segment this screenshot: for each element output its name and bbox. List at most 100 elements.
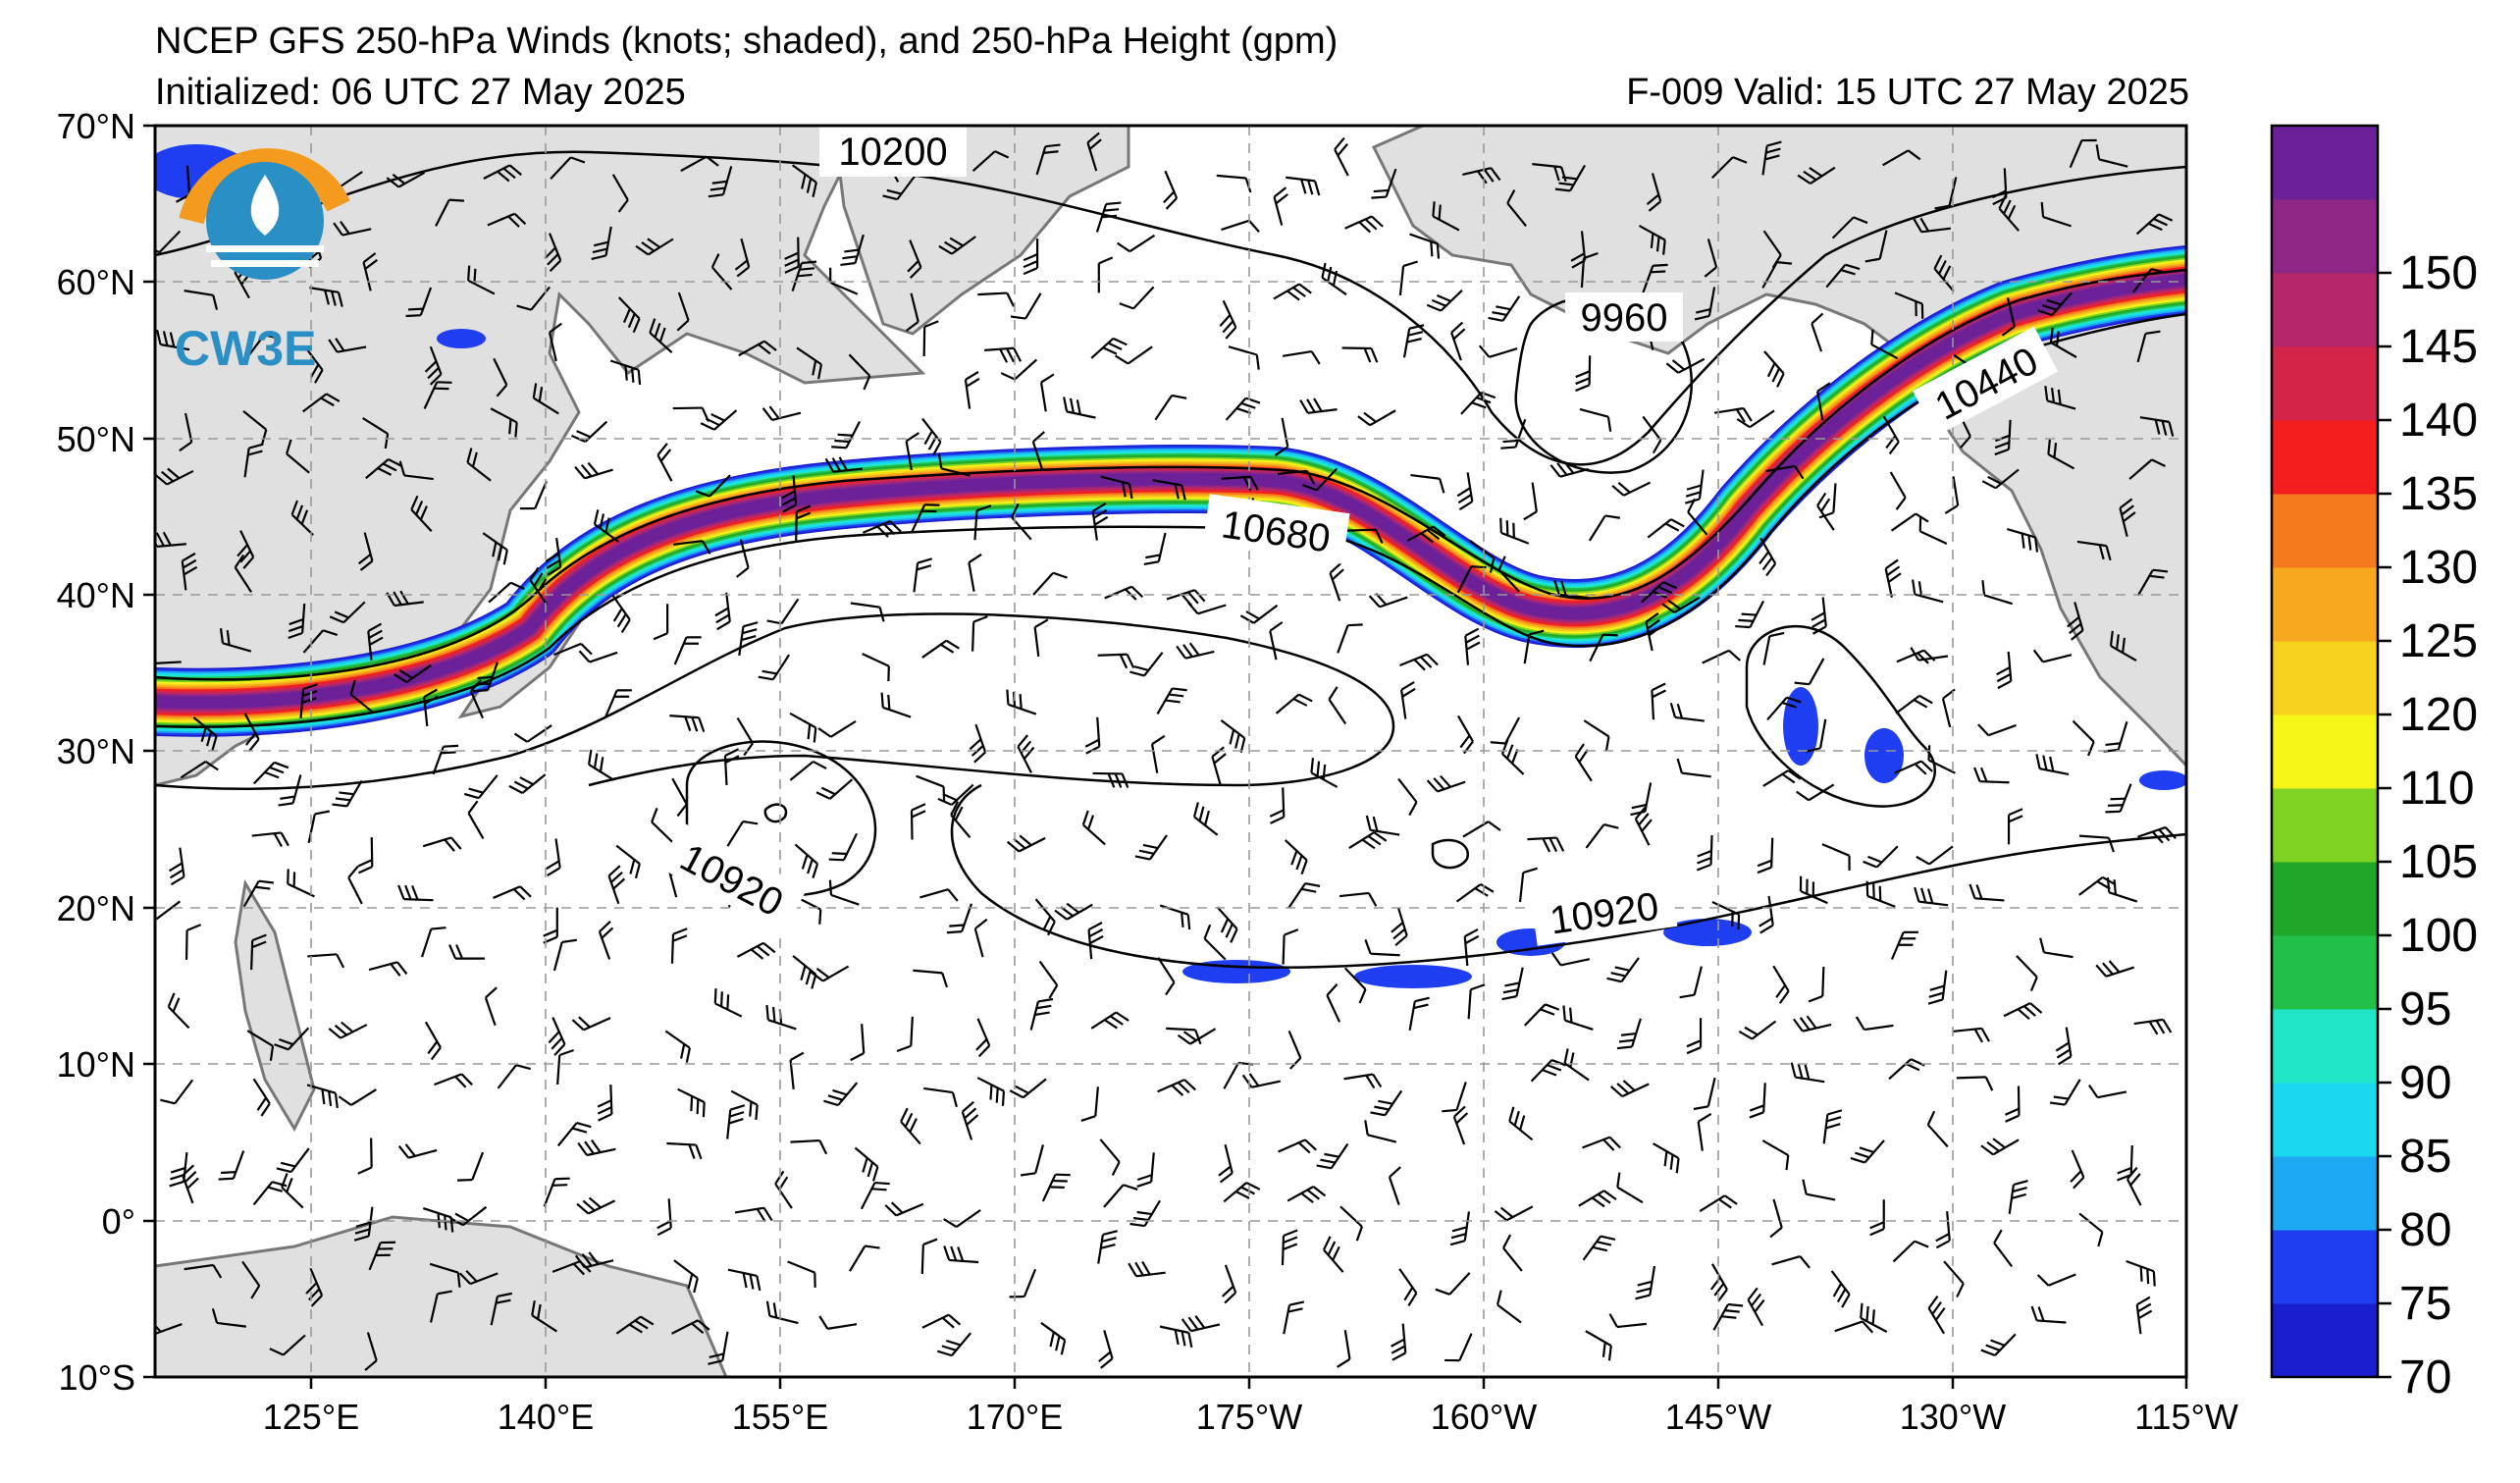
lat-label-10s: 10°S — [59, 1357, 135, 1398]
wind-barb — [1684, 469, 1705, 504]
wind-barb — [1762, 769, 1802, 787]
wind-barb — [789, 760, 827, 781]
wind-barb — [357, 837, 374, 874]
wind-barb — [1910, 647, 1949, 662]
land-north-america — [1371, 126, 2186, 768]
wind-barb — [723, 748, 740, 786]
wind-barb — [155, 900, 182, 921]
wind-barb — [1087, 922, 1104, 960]
wind-barb — [1799, 875, 1828, 905]
colorbar-swatch — [2272, 862, 2378, 936]
wind-barb — [1449, 1211, 1471, 1246]
wind-barb — [1969, 883, 2005, 902]
wind-barb — [880, 692, 912, 718]
wind-barb — [1934, 177, 1958, 210]
wind-barb — [1927, 970, 1948, 1005]
wind-barb — [1321, 262, 1347, 296]
wind-barb — [556, 1122, 592, 1147]
wind-barb — [531, 1300, 557, 1333]
wind-barb — [362, 252, 378, 291]
wind-barb — [577, 1139, 616, 1157]
wind-barb — [1702, 649, 1742, 664]
wind-barb — [1157, 1079, 1196, 1096]
wind-barb — [1336, 1330, 1351, 1368]
wind-barb — [666, 1141, 703, 1160]
wind-barb — [1869, 1199, 1885, 1237]
wind-barb — [1143, 532, 1167, 566]
wind-barb — [484, 986, 498, 1027]
lat-label-40n: 40°N — [57, 575, 135, 615]
wind-barb — [1211, 746, 1227, 786]
logo-stripe-1 — [206, 245, 324, 252]
wind-barb — [1549, 460, 1590, 478]
wind-barb — [423, 688, 439, 726]
wind-barb — [303, 345, 324, 384]
lon-label-160w: 160°W — [1431, 1397, 1537, 1437]
wind-barb — [860, 1181, 890, 1210]
wind-barb — [1712, 1302, 1744, 1331]
wind-barb — [2105, 783, 2132, 814]
wind-barb — [242, 410, 268, 445]
wind-barb — [211, 1308, 247, 1328]
wind-barb — [795, 504, 812, 542]
wind-barb — [2036, 1273, 2076, 1287]
wind-barb — [1157, 957, 1176, 996]
wind-barb — [734, 1206, 773, 1223]
wind-barb — [1221, 1264, 1237, 1304]
wind-barb — [913, 969, 949, 988]
wind-barb — [1399, 653, 1439, 671]
wind-barb — [1761, 1139, 1790, 1171]
wind-barb — [1981, 580, 2014, 606]
wind-barb — [1090, 1011, 1129, 1030]
wind-barb — [1462, 167, 1501, 185]
init-time: Initialized: 06 UTC 27 May 2025 — [155, 72, 686, 113]
wind-barb — [937, 783, 974, 807]
wind-barb — [971, 615, 988, 652]
colorbar-swatch — [2272, 420, 2378, 495]
lon-label-130w: 130°W — [1900, 1397, 2006, 1437]
wind-barb — [921, 1313, 962, 1329]
wind-barb — [1892, 1240, 1929, 1263]
wind-barb — [1651, 682, 1666, 720]
wind-barb — [1749, 1083, 1766, 1119]
wind-barb — [850, 602, 885, 622]
wind-barb — [1284, 839, 1308, 875]
wind-barb — [1524, 1003, 1560, 1027]
wind-barb — [1000, 358, 1038, 381]
wind-barb — [1343, 967, 1367, 1004]
wind-barb — [1977, 723, 2017, 737]
wind-barb — [670, 927, 688, 964]
wind-barb — [1797, 166, 1836, 185]
wind-barb — [1273, 186, 1288, 226]
wind-barb — [2119, 498, 2136, 538]
wind-barb — [548, 1017, 566, 1056]
wind-barb — [1918, 516, 1948, 546]
wind-barb — [708, 1331, 729, 1365]
wind-barb — [1523, 629, 1545, 664]
contour-tiny-loop — [763, 803, 788, 823]
wind-barb — [1408, 996, 1430, 1031]
wind-barb — [975, 1018, 991, 1058]
wind-barb — [1582, 1136, 1621, 1151]
colorbar-swatch — [2272, 273, 2378, 347]
wind-barb — [307, 810, 330, 844]
wind-barb — [673, 1259, 699, 1294]
wind-barb — [765, 1300, 799, 1325]
wind-barb — [1128, 1260, 1166, 1278]
wind-barb — [671, 777, 688, 818]
wind-barb — [598, 921, 614, 960]
wind-barb — [1825, 263, 1861, 289]
wind-barb — [1478, 344, 1518, 358]
lat-label-70n: 70°N — [57, 106, 135, 146]
wind-barb — [1761, 140, 1782, 176]
wind-barb — [332, 779, 363, 808]
wind-barb — [550, 156, 586, 181]
wind-barb — [328, 338, 367, 353]
wind-barb — [730, 1089, 759, 1121]
wind-barb — [487, 212, 527, 228]
wind-barb — [1494, 1205, 1534, 1222]
wind-barb — [1575, 355, 1592, 393]
wind-barb — [1100, 475, 1133, 500]
colorbar-label: 110 — [2399, 763, 2475, 815]
patch-9 — [437, 329, 486, 348]
